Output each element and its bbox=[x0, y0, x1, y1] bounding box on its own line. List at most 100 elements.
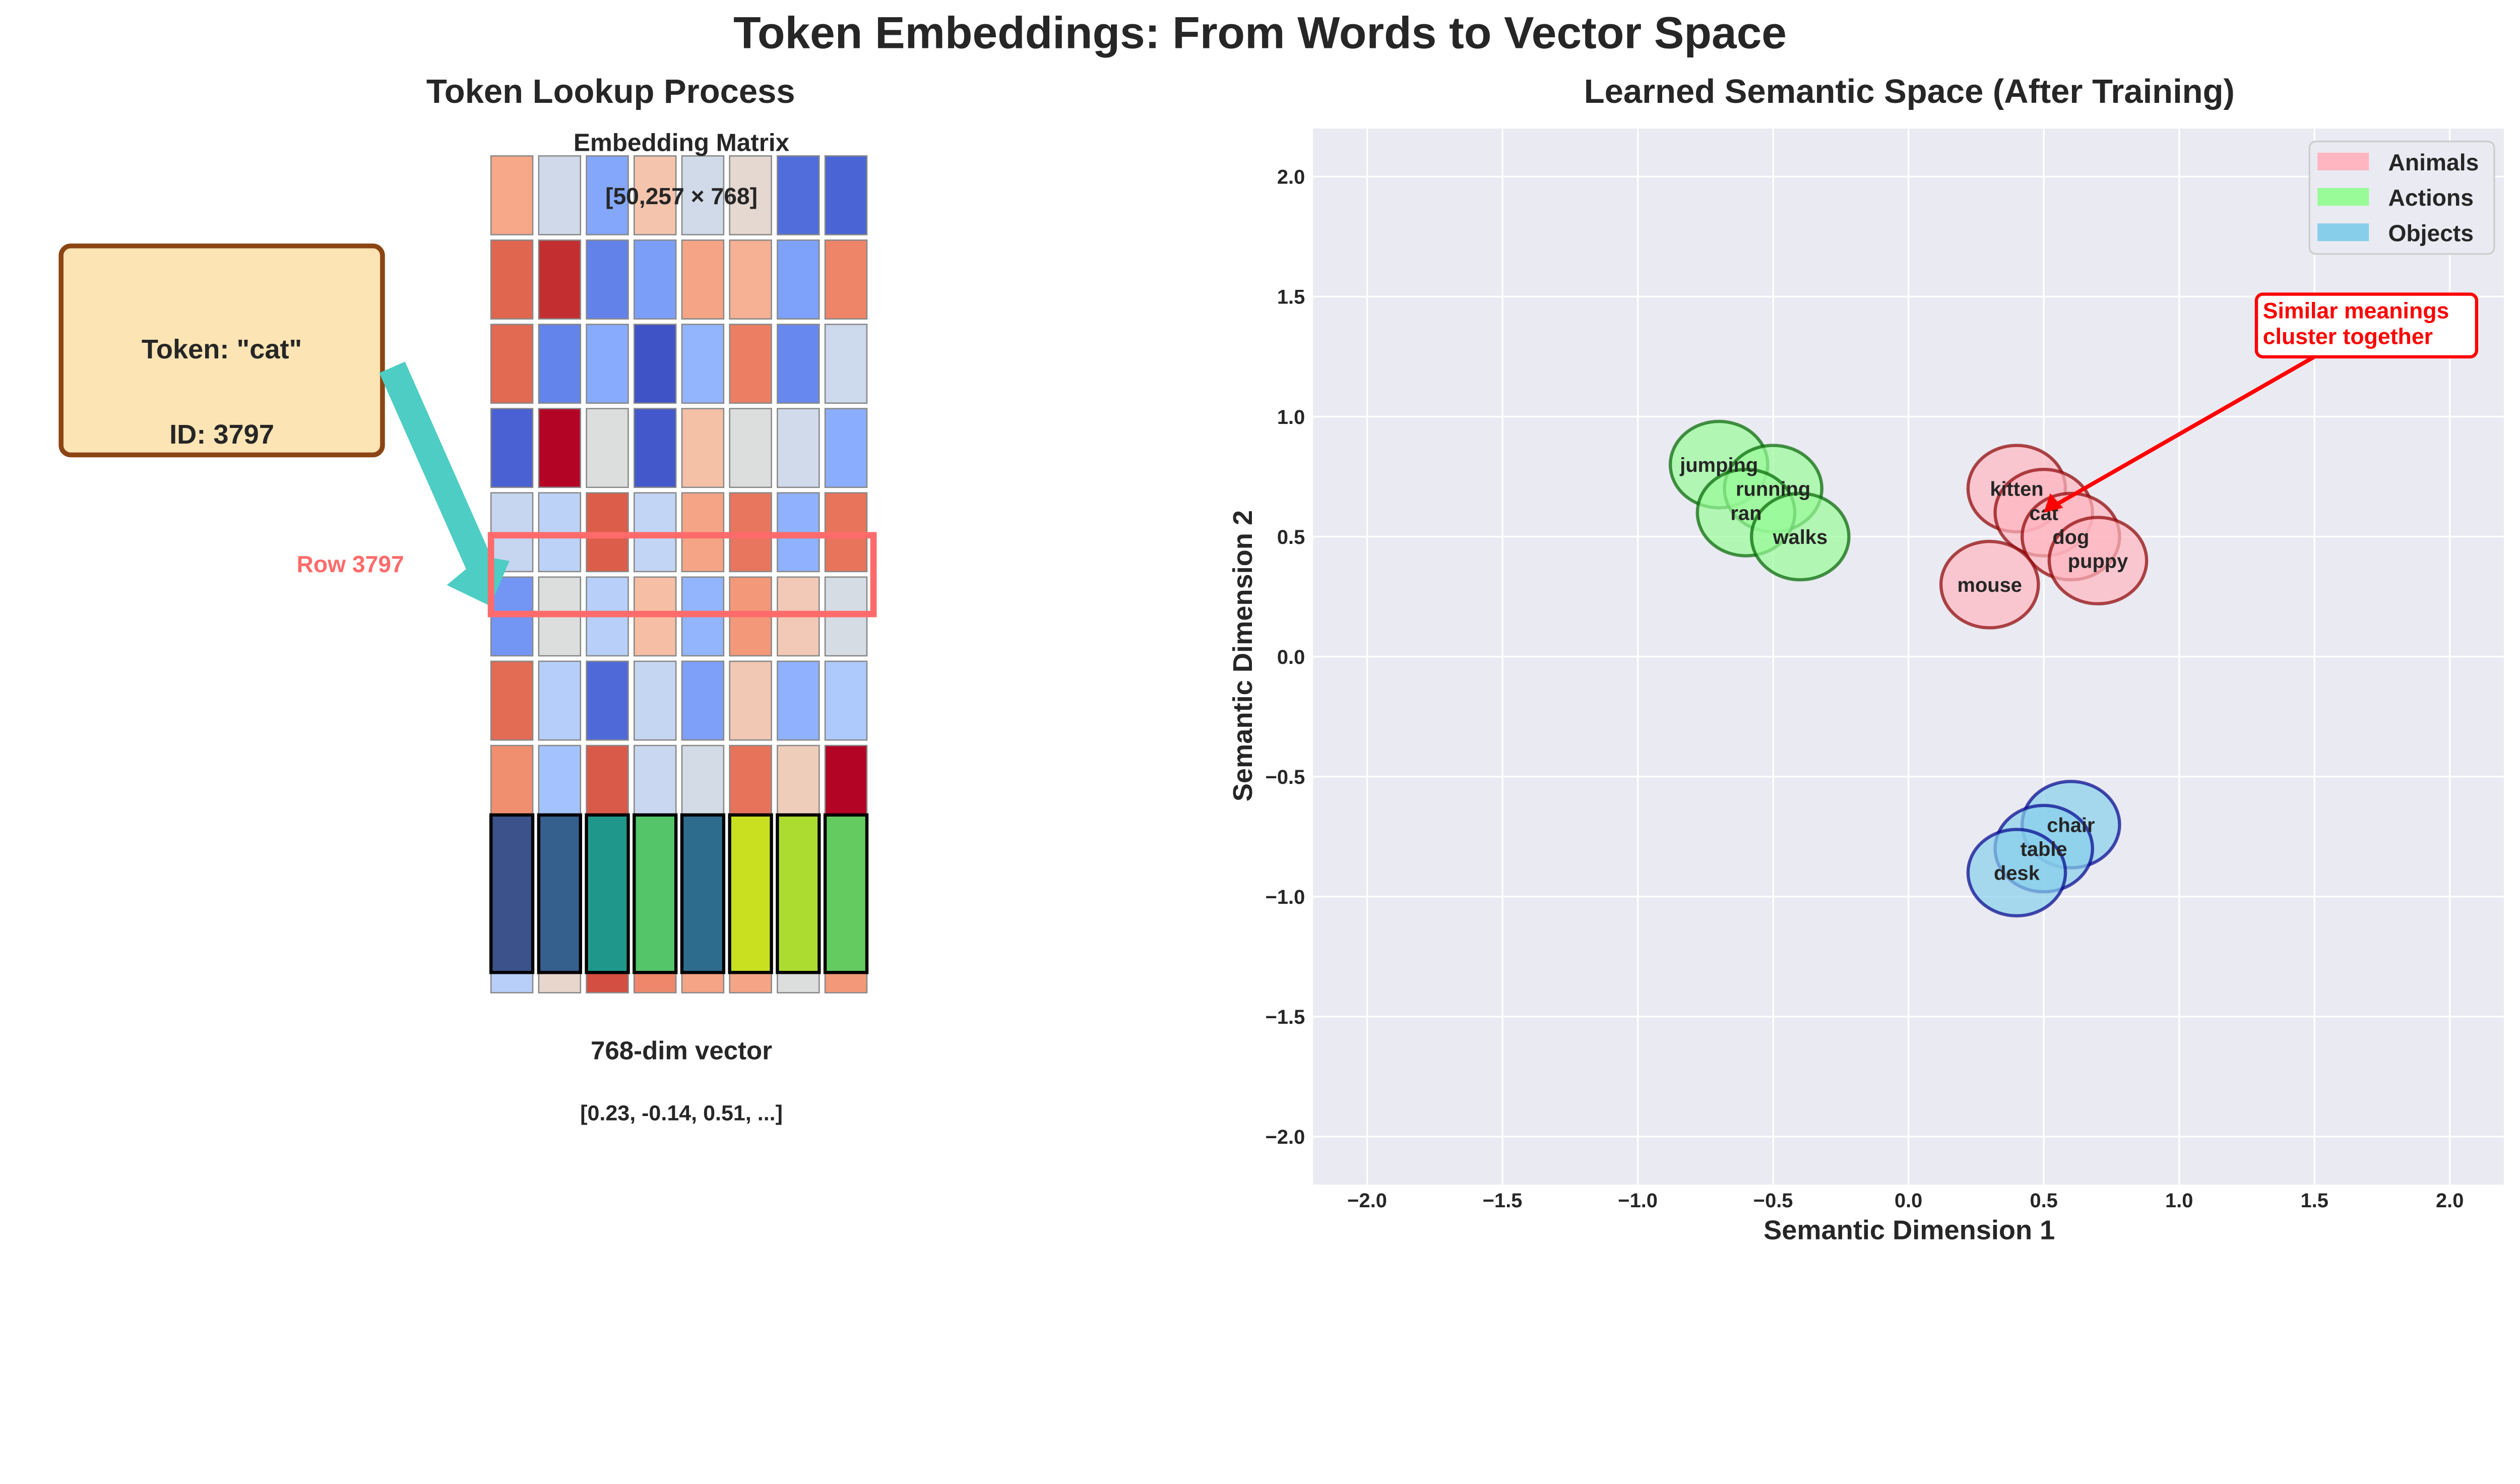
matrix-cell bbox=[490, 408, 534, 488]
y-axis-label: Semantic Dimension 2 bbox=[1228, 510, 1258, 801]
vector-cell bbox=[585, 813, 630, 974]
embedding-vector bbox=[489, 813, 869, 974]
point-label: walks bbox=[1773, 526, 1828, 548]
matrix-cell bbox=[634, 239, 677, 320]
matrix-title: Embedding Matrix bbox=[574, 129, 790, 157]
arrow-head-icon bbox=[2044, 493, 2063, 513]
legend-label: Actions bbox=[2388, 184, 2473, 211]
matrix-cell bbox=[824, 324, 868, 404]
matrix-cell bbox=[490, 660, 534, 741]
matrix-cell bbox=[681, 324, 725, 404]
figure-title: Token Embeddings: From Words to Vector S… bbox=[733, 8, 1787, 58]
x-tick-label: 1.5 bbox=[2300, 1190, 2328, 1212]
matrix-cell bbox=[490, 745, 534, 825]
matrix-cell bbox=[777, 155, 820, 235]
matrix-cell bbox=[681, 745, 725, 825]
matrix-cell bbox=[490, 324, 534, 404]
y-tick-label: 1.5 bbox=[1277, 286, 1305, 308]
annotation-text: Similar meanings bbox=[2263, 298, 2449, 323]
point-label: jumping bbox=[1679, 454, 1758, 476]
x-tick-label: −0.5 bbox=[1753, 1190, 1793, 1212]
y-tick-label: −1.5 bbox=[1266, 1006, 1305, 1028]
matrix-cell bbox=[538, 324, 582, 404]
matrix-cell bbox=[681, 408, 725, 488]
y-tick-label: −2.0 bbox=[1266, 1126, 1305, 1148]
x-tick-label: −1.5 bbox=[1483, 1190, 1523, 1212]
matrix-cell bbox=[634, 324, 677, 404]
matrix-cell bbox=[490, 239, 534, 320]
point-label: mouse bbox=[1958, 574, 2022, 596]
vector-cell bbox=[680, 813, 726, 974]
matrix-cell bbox=[586, 324, 629, 404]
matrix-cell bbox=[538, 239, 582, 320]
vector-cell bbox=[823, 813, 869, 974]
legend-swatch bbox=[2317, 188, 2369, 206]
matrix-cell bbox=[777, 408, 820, 488]
matrix-cell bbox=[824, 408, 868, 488]
vector-label: 768-dim vector bbox=[591, 1036, 772, 1065]
y-tick-label: −1.0 bbox=[1266, 886, 1305, 908]
legend-label: Objects bbox=[2388, 220, 2474, 246]
legend-swatch bbox=[2317, 223, 2369, 241]
token-id-label: ID: 3797 bbox=[169, 419, 274, 450]
x-tick-label: 0.0 bbox=[1895, 1190, 1922, 1212]
matrix-cell bbox=[586, 745, 629, 825]
matrix-cell bbox=[824, 745, 868, 825]
x-tick-label: −2.0 bbox=[1347, 1190, 1387, 1212]
annotation-arrow bbox=[2052, 355, 2315, 508]
legend-swatch bbox=[2317, 152, 2369, 171]
matrix-cell bbox=[729, 324, 772, 404]
matrix-cell bbox=[586, 408, 629, 488]
matrix-cell bbox=[824, 660, 868, 741]
matrix-cell bbox=[824, 155, 868, 235]
x-tick-label: 1.0 bbox=[2165, 1190, 2193, 1212]
matrix-cell bbox=[681, 155, 725, 235]
annotation-box bbox=[2254, 292, 2479, 359]
matrix-cell bbox=[634, 408, 677, 488]
matrix-cell bbox=[729, 408, 772, 488]
vector-values: [0.23, -0.14, 0.51, ...] bbox=[580, 1101, 783, 1126]
matrix-cell bbox=[777, 239, 820, 320]
matrix-cell bbox=[729, 239, 772, 320]
vector-cell bbox=[489, 813, 535, 974]
x-tick-label: 0.5 bbox=[2030, 1190, 2057, 1212]
matrix-shape: [50,257 × 768] bbox=[605, 183, 758, 209]
points: kittencatdogpuppymousejumpingrunningranw… bbox=[1668, 419, 2149, 918]
token-box bbox=[58, 243, 385, 458]
y-tick-label: 0.5 bbox=[1277, 526, 1305, 548]
y-tick-label: 1.0 bbox=[1277, 406, 1305, 428]
matrix-cell bbox=[777, 745, 820, 825]
matrix-cell bbox=[777, 660, 820, 741]
matrix-cell bbox=[729, 660, 772, 741]
point-label: running bbox=[1736, 478, 1810, 501]
vector-cell bbox=[728, 813, 773, 974]
point-label: table bbox=[2021, 838, 2067, 860]
matrix-cell bbox=[586, 155, 629, 235]
x-axis-label: Semantic Dimension 1 bbox=[1763, 1215, 2055, 1246]
tick-labels: −2.0 −1.5 −1.0 −0.5 0.0 0.5 1.0 1.5 2.0 −2.0 −1.5 −… bbox=[1266, 166, 2464, 1212]
chart-title: Learned Semantic Space (After Training) bbox=[1584, 73, 2235, 110]
matrix-cell bbox=[634, 745, 677, 825]
legend-label: Animals bbox=[2388, 149, 2479, 175]
vector-cell bbox=[537, 813, 582, 974]
row-highlight bbox=[487, 532, 877, 617]
x-tick-label: −1.0 bbox=[1618, 1190, 1658, 1212]
figure: Token Embeddings: From Words to Vector S… bbox=[58, 8, 2504, 1246]
matrix-cell bbox=[777, 324, 820, 404]
annotation-text: cluster together bbox=[2263, 324, 2433, 349]
point-mouse bbox=[1939, 539, 2040, 630]
matrix-cell bbox=[634, 155, 677, 235]
y-tick-label: 0.0 bbox=[1277, 646, 1305, 668]
y-tick-label: −0.5 bbox=[1266, 766, 1305, 788]
matrix-cell bbox=[824, 239, 868, 320]
row-label: Row 3797 bbox=[297, 551, 404, 577]
matrix-cell bbox=[681, 239, 725, 320]
point-label: ran bbox=[1730, 502, 1761, 524]
point-label: chair bbox=[2047, 814, 2095, 836]
matrix-cell bbox=[538, 155, 582, 235]
vector-cell bbox=[633, 813, 678, 974]
point-label: kitten bbox=[1990, 478, 2043, 501]
matrix-cell bbox=[729, 155, 772, 235]
left-panel-title: Token Lookup Process bbox=[426, 73, 795, 110]
matrix-cell bbox=[490, 155, 534, 235]
